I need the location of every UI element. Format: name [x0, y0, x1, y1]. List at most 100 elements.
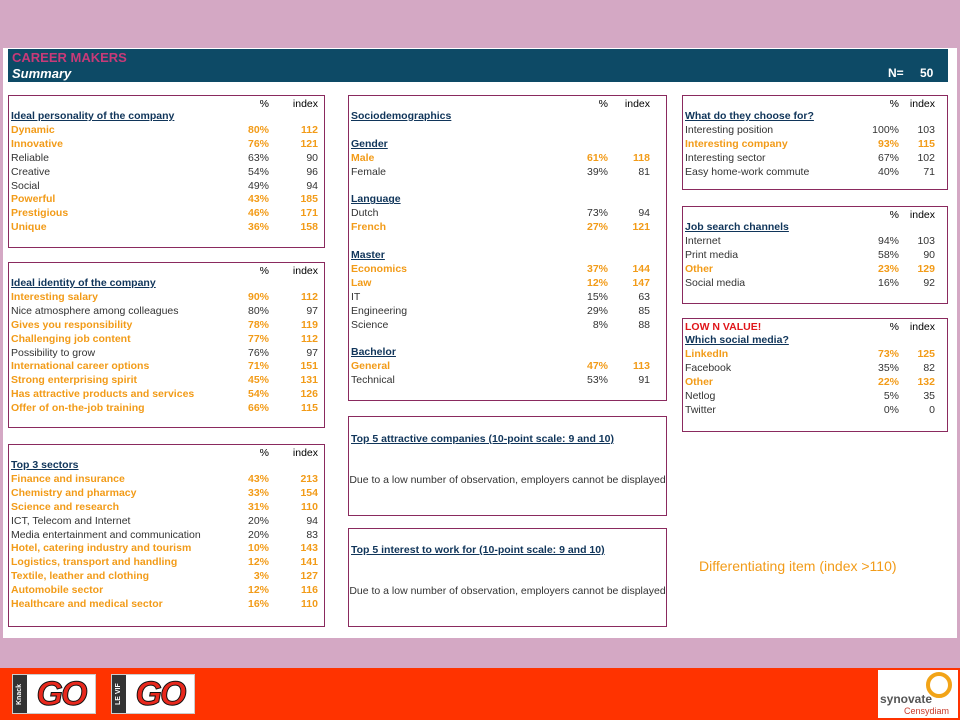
- pct-column-header: %: [259, 98, 269, 110]
- row-index: 92: [923, 276, 935, 289]
- column-header-row: % index: [9, 446, 324, 460]
- table-row: Possibility to grow 76% 97: [9, 346, 324, 360]
- row-label: Science and research: [11, 500, 119, 513]
- row-label: Science: [351, 318, 389, 331]
- row-index: 63: [638, 290, 650, 303]
- sample-size-value: 50: [920, 66, 934, 80]
- row-percent: 27%: [586, 221, 608, 234]
- row-label: Netlog: [685, 389, 716, 402]
- section-heading: Language: [349, 192, 666, 206]
- table-row: International career options 71% 151: [9, 359, 324, 373]
- row-label: Creative: [11, 165, 51, 178]
- row-percent: 80%: [247, 304, 269, 317]
- row-percent: 39%: [586, 165, 608, 178]
- table-row: [349, 179, 666, 193]
- row-index: 103: [917, 234, 935, 247]
- panel-ideal-personality: % index Ideal personality of the company Dy…: [8, 95, 325, 248]
- row-percent: 90%: [247, 290, 269, 303]
- row-index: 132: [917, 375, 935, 388]
- row-label: Has attractive products and services: [11, 388, 195, 401]
- table-row: Other 22% 132: [683, 375, 947, 389]
- row-label: ICT, Telecom and Internet: [11, 514, 131, 527]
- row-label: Print media: [685, 248, 739, 261]
- row-index: 83: [306, 528, 318, 541]
- table-row: LinkedIn 73% 125: [683, 347, 947, 361]
- row-label: Strong enterprising spirit: [11, 374, 138, 387]
- row-label: Hotel, catering industry and tourism: [11, 542, 192, 555]
- row-label: Law: [351, 276, 372, 289]
- row-index: 94: [306, 514, 318, 527]
- row-label: Textile, leather and clothing: [11, 570, 150, 583]
- row-percent: 20%: [247, 528, 269, 541]
- row-index: 85: [638, 304, 650, 317]
- row-label: Sociodemographics: [351, 110, 452, 122]
- row-label: Healthcare and medical sector: [11, 598, 163, 610]
- row-index: 129: [917, 262, 935, 275]
- table-row: Finance and insurance 43% 213: [9, 472, 324, 486]
- table-row: Science and research 31% 110: [9, 500, 324, 514]
- row-index: 91: [638, 374, 650, 387]
- column-header-row: % index: [9, 97, 324, 111]
- levif-go-logo: LE VIF GO: [111, 674, 195, 714]
- table-row: Has attractive products and services 54% 1…: [9, 387, 324, 401]
- table-row: IT 15% 63: [349, 290, 666, 304]
- row-index: 151: [300, 360, 318, 373]
- row-label: Automobile sector: [11, 584, 104, 597]
- row-label: Male: [351, 151, 375, 164]
- row-percent: 10%: [247, 542, 269, 555]
- row-label: Easy home-work commute: [685, 165, 810, 178]
- row-percent: 67%: [877, 151, 899, 164]
- row-percent: 78%: [247, 318, 269, 331]
- row-percent: 20%: [247, 514, 269, 527]
- row-percent: 37%: [586, 262, 608, 275]
- row-index: 115: [301, 402, 318, 415]
- row-percent: 76%: [247, 346, 269, 359]
- row-index: 118: [633, 151, 650, 164]
- panel-social-media: LOW N VALUE!% index Which social media? Lin…: [682, 318, 948, 432]
- row-index: 171: [300, 207, 318, 220]
- row-percent: 47%: [586, 360, 608, 373]
- table-row: Social 49% 94: [9, 179, 324, 193]
- row-index: 141: [300, 556, 318, 569]
- row-label: IT: [351, 290, 361, 303]
- table-row: Dutch 73% 94: [349, 206, 666, 220]
- row-label: Interesting position: [685, 123, 774, 136]
- panel-title: Top 5 interest to work for (10-point sca…: [351, 544, 605, 556]
- row-label: Ideal personality of the company: [11, 110, 175, 122]
- index-column-header: index: [909, 209, 935, 221]
- report-title: CAREER MAKERS: [12, 50, 127, 65]
- table-row: French 27% 121: [349, 220, 666, 234]
- row-label: LinkedIn: [685, 347, 729, 360]
- table-row: Netlog 5% 35: [683, 389, 947, 403]
- row-index: 116: [301, 584, 318, 597]
- row-percent: 16%: [247, 598, 269, 610]
- row-index: 94: [306, 179, 318, 192]
- row-index: 213: [300, 472, 318, 485]
- table-row: [349, 331, 666, 345]
- table-row: Law 12% 147: [349, 276, 666, 290]
- section-heading: Master: [349, 248, 666, 262]
- row-index: 110: [301, 500, 318, 513]
- row-percent: 12%: [247, 556, 269, 569]
- panel-sociodemographics: % index Sociodemographics Gender Male 61% 118 F…: [348, 95, 667, 401]
- table-row: Economics 37% 144: [349, 262, 666, 276]
- table-row: Creative 54% 96: [9, 165, 324, 179]
- table-row: Powerful 43% 185: [9, 192, 324, 206]
- row-percent: 40%: [877, 165, 899, 178]
- table-row: Unique 36% 158: [9, 220, 324, 234]
- table-row: Technical 53% 91: [349, 373, 666, 387]
- row-index: 115: [918, 137, 935, 150]
- row-label: Nice atmosphere among colleagues: [11, 304, 179, 317]
- row-label: Language: [351, 193, 401, 206]
- row-index: 103: [917, 123, 935, 136]
- row-index: 90: [306, 151, 318, 164]
- row-percent: 8%: [592, 318, 608, 331]
- row-index: 82: [923, 361, 935, 374]
- row-index: 127: [300, 570, 318, 583]
- row-index: 112: [301, 332, 318, 345]
- table-row: Prestigious 46% 171: [9, 206, 324, 220]
- row-label: Ideal identity of the company: [11, 277, 156, 289]
- table-row: General 47% 113: [349, 359, 666, 373]
- row-index: 185: [300, 193, 318, 206]
- row-percent: 71%: [247, 360, 269, 373]
